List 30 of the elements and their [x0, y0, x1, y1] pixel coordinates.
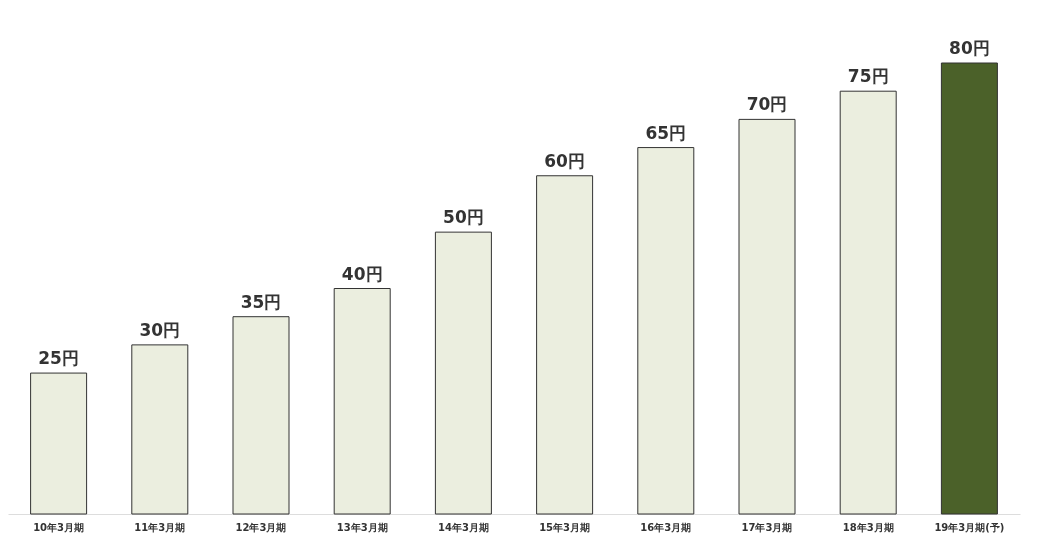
x-tick-label: 18年3月期	[842, 521, 894, 533]
data-label: 50円	[443, 207, 484, 228]
x-tick-label: 11年3月期	[134, 521, 186, 533]
x-tick-label: 12年3月期	[235, 521, 287, 533]
data-label: 80円	[949, 38, 990, 58]
bar	[940, 62, 998, 515]
data-label: 30円	[139, 319, 181, 340]
data-label: 75円	[847, 66, 889, 87]
bar	[131, 344, 189, 515]
bar	[434, 231, 492, 515]
x-tick-label: 19年3月期(予)	[934, 521, 1005, 533]
data-label: 70円	[746, 94, 788, 115]
bar	[637, 147, 695, 515]
bar	[839, 90, 897, 515]
x-tick-label: 13年3月期	[336, 521, 388, 533]
data-label: 65円	[645, 122, 687, 143]
data-label: 40円	[341, 263, 383, 284]
data-label: 25円	[38, 348, 79, 369]
x-tick-label: 15年3月期	[539, 521, 591, 533]
bar	[738, 118, 796, 515]
x-tick-label: 16年3月期	[640, 521, 692, 533]
bar	[536, 175, 594, 515]
data-label: 60円	[544, 150, 585, 171]
x-tick-label: 14年3月期	[437, 521, 489, 533]
bar	[333, 288, 391, 515]
data-label: 35円	[240, 291, 282, 312]
bar	[232, 316, 290, 515]
bar	[30, 372, 88, 515]
x-tick-label: 10年3月期	[33, 521, 85, 533]
x-tick-label: 17年3月期	[741, 521, 793, 533]
